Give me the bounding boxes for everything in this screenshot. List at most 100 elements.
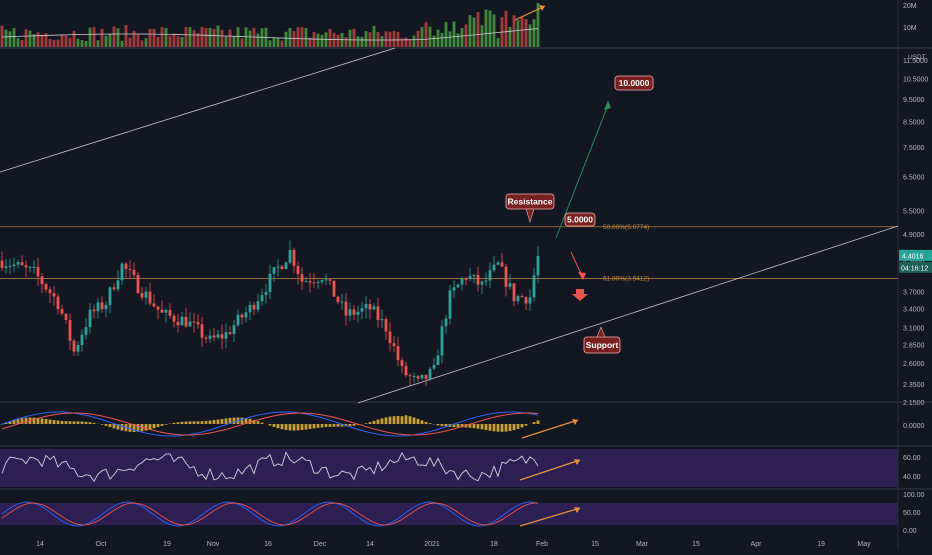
candle-body[interactable] <box>417 376 420 378</box>
candle-body[interactable] <box>393 343 396 346</box>
candle-body[interactable] <box>529 297 532 303</box>
candle-body[interactable] <box>205 338 208 339</box>
candle-body[interactable] <box>333 281 336 297</box>
candle-body[interactable] <box>385 319 388 331</box>
candle-body[interactable] <box>85 327 88 335</box>
candle-body[interactable] <box>213 336 216 338</box>
candle-body[interactable] <box>521 296 524 297</box>
candle-body[interactable] <box>145 292 148 298</box>
candle-body[interactable] <box>125 264 128 269</box>
candle-body[interactable] <box>169 310 172 316</box>
candle-body[interactable] <box>345 302 348 316</box>
candle-body[interactable] <box>289 250 292 263</box>
trend-arrow[interactable] <box>522 420 578 438</box>
candle-body[interactable] <box>197 322 200 324</box>
candle-body[interactable] <box>13 265 16 267</box>
candle-body[interactable] <box>353 309 356 314</box>
candle-body[interactable] <box>1 261 4 268</box>
candle-body[interactable] <box>517 296 520 301</box>
candle-body[interactable] <box>477 275 480 285</box>
candle-body[interactable] <box>41 276 44 284</box>
candle-body[interactable] <box>93 310 96 312</box>
candle-body[interactable] <box>133 270 136 275</box>
trend-arrow[interactable] <box>515 6 545 20</box>
candle-body[interactable] <box>61 309 64 314</box>
candle-body[interactable] <box>293 250 296 266</box>
candle-body[interactable] <box>513 283 516 301</box>
candle-body[interactable] <box>217 334 220 337</box>
candle-body[interactable] <box>25 265 28 267</box>
candle-body[interactable] <box>57 297 60 309</box>
upper-trend-line[interactable] <box>0 48 395 172</box>
candle-body[interactable] <box>117 280 120 289</box>
candle-body[interactable] <box>273 267 276 274</box>
candle-body[interactable] <box>137 275 140 293</box>
candle-body[interactable] <box>261 295 264 301</box>
candle-body[interactable] <box>81 335 84 345</box>
candle-body[interactable] <box>185 317 188 327</box>
candle-body[interactable] <box>413 376 416 377</box>
candle-body[interactable] <box>49 290 52 294</box>
candle-body[interactable] <box>97 302 100 311</box>
candle-body[interactable] <box>357 312 360 315</box>
candle-body[interactable] <box>265 292 268 295</box>
candle-body[interactable] <box>437 356 440 365</box>
candle-body[interactable] <box>237 315 240 326</box>
candle-body[interactable] <box>173 316 176 322</box>
candle-body[interactable] <box>5 266 8 268</box>
candle-body[interactable] <box>317 282 320 283</box>
candle-body[interactable] <box>497 262 500 264</box>
candle-body[interactable] <box>441 326 444 355</box>
candle-body[interactable] <box>313 282 316 283</box>
candle-body[interactable] <box>69 320 72 341</box>
candle-body[interactable] <box>201 324 204 337</box>
candle-body[interactable] <box>401 360 404 366</box>
candle-body[interactable] <box>485 281 488 282</box>
candle-body[interactable] <box>89 310 92 328</box>
candle-body[interactable] <box>21 262 24 265</box>
candle-body[interactable] <box>65 314 68 320</box>
candle-body[interactable] <box>341 302 344 303</box>
candle-body[interactable] <box>161 310 164 313</box>
candle-body[interactable] <box>73 341 76 352</box>
candle-body[interactable] <box>445 318 448 326</box>
candle-body[interactable] <box>309 281 312 282</box>
candle-body[interactable] <box>257 301 260 309</box>
candle-body[interactable] <box>141 293 144 298</box>
candle-body[interactable] <box>129 269 132 270</box>
candle-body[interactable] <box>285 262 288 269</box>
candle-body[interactable] <box>389 332 392 344</box>
candle-body[interactable] <box>469 276 472 279</box>
candle-body[interactable] <box>329 279 332 280</box>
candle-body[interactable] <box>473 275 476 276</box>
candle-body[interactable] <box>425 375 428 379</box>
candle-body[interactable] <box>525 297 528 303</box>
candle-body[interactable] <box>29 267 32 268</box>
support-trend-line[interactable] <box>358 226 898 403</box>
candle-body[interactable] <box>165 310 168 313</box>
candle-body[interactable] <box>249 305 252 312</box>
candle-body[interactable] <box>305 281 308 282</box>
candle-body[interactable] <box>537 256 540 275</box>
candle-body[interactable] <box>277 266 280 267</box>
candle-body[interactable] <box>253 305 256 310</box>
candle-body[interactable] <box>189 321 192 326</box>
candle-body[interactable] <box>457 284 460 287</box>
candle-body[interactable] <box>397 346 400 360</box>
candle-body[interactable] <box>377 306 380 320</box>
candle-body[interactable] <box>337 297 340 302</box>
candle-body[interactable] <box>449 290 452 318</box>
candle-body[interactable] <box>297 266 300 274</box>
candle-body[interactable] <box>9 266 12 267</box>
candle-body[interactable] <box>429 369 432 379</box>
candle-body[interactable] <box>365 304 368 308</box>
candle-body[interactable] <box>229 332 232 334</box>
candle-body[interactable] <box>245 312 248 317</box>
candle-body[interactable] <box>509 283 512 286</box>
candle-body[interactable] <box>37 267 40 277</box>
candle-body[interactable] <box>193 321 196 322</box>
candle-body[interactable] <box>149 292 152 304</box>
candle-body[interactable] <box>433 365 436 369</box>
candle-body[interactable] <box>321 280 324 282</box>
